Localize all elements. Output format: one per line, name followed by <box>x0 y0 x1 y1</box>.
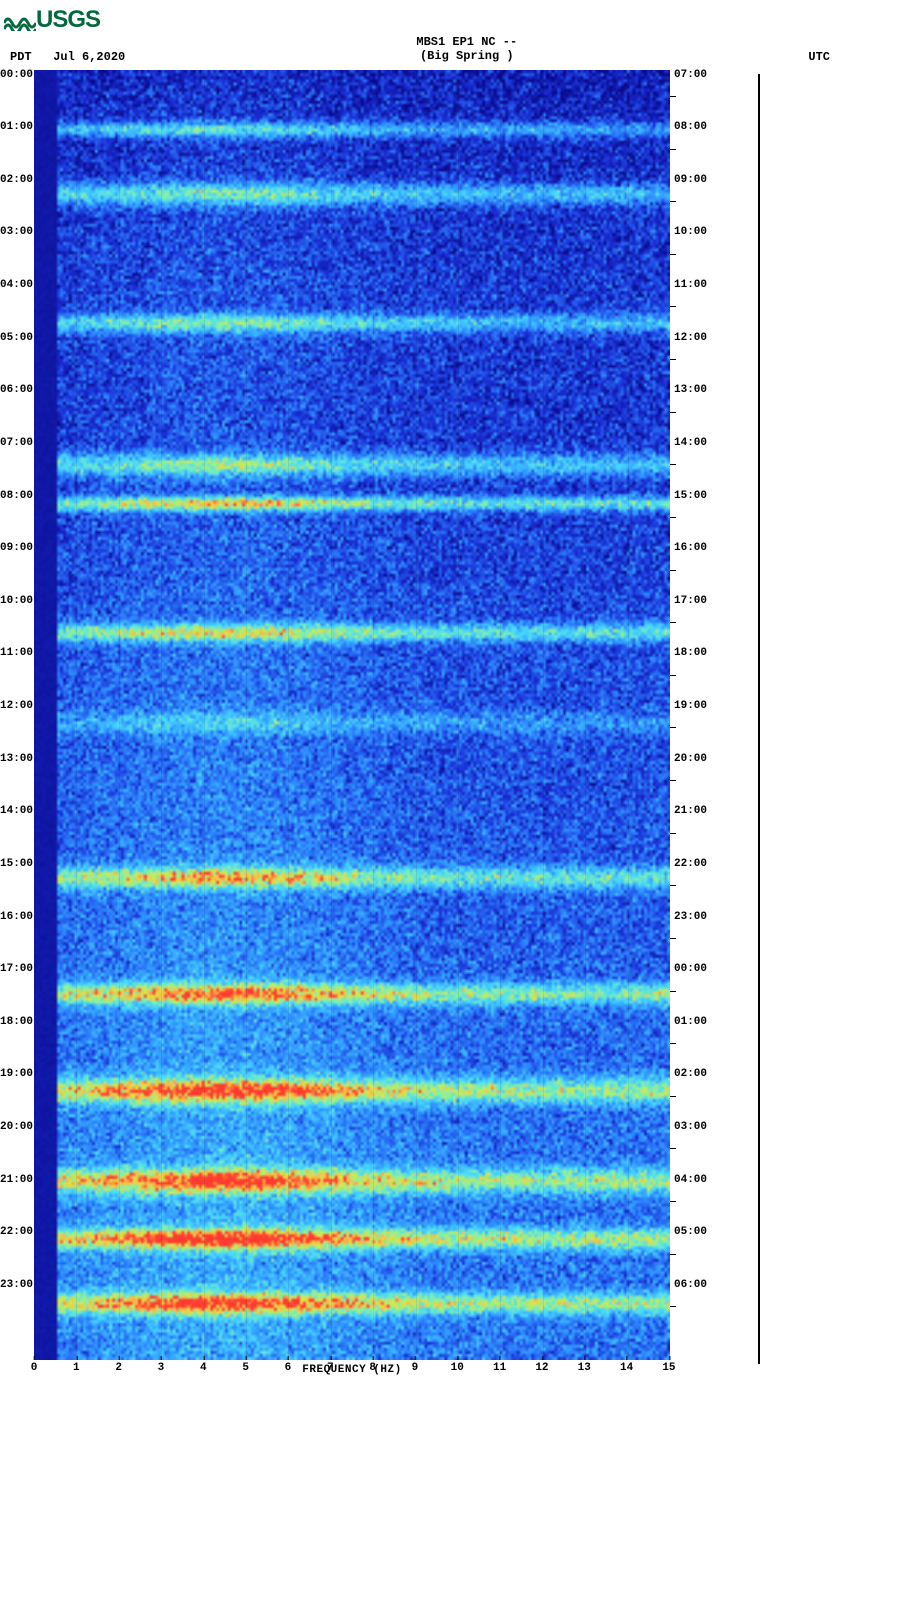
y-left-tick: 05:00 <box>0 333 32 386</box>
y-axis-right-utc: 07:0008:0009:0010:0011:0012:0013:0014:00… <box>670 70 712 1360</box>
tz-left-label: PDT <box>10 50 32 64</box>
x-axis-ticks: 0123456789101112131415 <box>34 1360 670 1362</box>
y-right-tick: 23:00 <box>674 912 712 965</box>
y-right-tick: 16:00 <box>674 543 712 596</box>
side-marker-bar <box>758 74 760 1364</box>
y-right-tick: 20:00 <box>674 754 712 807</box>
y-left-tick: 23:00 <box>0 1280 32 1333</box>
x-tick-label: 13 <box>578 1362 591 1374</box>
page-header: USGS <box>0 0 902 36</box>
y-right-tick: 21:00 <box>674 806 712 859</box>
y-axis-left-pdt: 00:0001:0002:0003:0004:0005:0006:0007:00… <box>0 70 34 1360</box>
y-left-tick: 13:00 <box>0 754 32 807</box>
usgs-wave-icon <box>4 9 36 31</box>
x-tick-label: 12 <box>535 1362 548 1374</box>
station-line-1: MBS1 EP1 NC -- <box>416 36 517 50</box>
y-right-tick: 02:00 <box>674 1069 712 1122</box>
y-left-tick: 18:00 <box>0 1017 32 1070</box>
x-tick-label: 5 <box>242 1362 249 1374</box>
y-left-tick: 08:00 <box>0 491 32 544</box>
spectrogram-plot <box>34 70 670 1360</box>
y-left-tick: 01:00 <box>0 122 32 175</box>
y-right-tick: 17:00 <box>674 596 712 649</box>
y-right-tick: 15:00 <box>674 491 712 544</box>
y-right-tick: 12:00 <box>674 333 712 386</box>
x-tick-label: 9 <box>412 1362 419 1374</box>
y-right-tick: 07:00 <box>674 70 712 123</box>
x-axis-label: FREQUENCY (HZ) <box>34 1364 670 1376</box>
y-left-tick: 09:00 <box>0 543 32 596</box>
y-left-tick: 15:00 <box>0 859 32 912</box>
y-right-tick: 18:00 <box>674 648 712 701</box>
tz-right-label: UTC <box>808 50 830 64</box>
station-line-2: (Big Spring ) <box>416 50 517 64</box>
x-tick-label: 4 <box>200 1362 207 1374</box>
spectrogram-canvas <box>34 70 670 1360</box>
y-right-tick: 09:00 <box>674 175 712 228</box>
y-right-tick: 19:00 <box>674 701 712 754</box>
date-label: Jul 6,2020 <box>53 50 125 64</box>
y-right-tick: 03:00 <box>674 1122 712 1175</box>
y-right-tick: 10:00 <box>674 227 712 280</box>
y-left-tick: 14:00 <box>0 806 32 859</box>
x-tick-label: 10 <box>451 1362 464 1374</box>
y-left-tick: 12:00 <box>0 701 32 754</box>
y-right-tick: 04:00 <box>674 1175 712 1228</box>
y-left-tick: 21:00 <box>0 1175 32 1228</box>
x-tick-label: 15 <box>662 1362 675 1374</box>
x-tick-label: 1 <box>73 1362 80 1374</box>
y-right-tick: 01:00 <box>674 1017 712 1070</box>
x-tick-label: 2 <box>115 1362 122 1374</box>
chart-row: 00:0001:0002:0003:0004:0005:0006:0007:00… <box>0 70 902 1376</box>
x-tick-label: 14 <box>620 1362 633 1374</box>
y-left-tick: 11:00 <box>0 648 32 701</box>
chart-wrap: 00:0001:0002:0003:0004:0005:0006:0007:00… <box>0 70 712 1376</box>
y-right-tick: 00:00 <box>674 964 712 1017</box>
usgs-logo-text: USGS <box>36 6 100 34</box>
meta-center: MBS1 EP1 NC -- (Big Spring ) <box>416 36 517 64</box>
y-left-tick: 16:00 <box>0 912 32 965</box>
y-right-tick: 05:00 <box>674 1227 712 1280</box>
y-right-tick: 22:00 <box>674 859 712 912</box>
x-tick-label: 6 <box>285 1362 292 1374</box>
y-left-tick: 04:00 <box>0 280 32 333</box>
x-tick-label: 11 <box>493 1362 506 1374</box>
y-right-tick: 13:00 <box>674 385 712 438</box>
x-tick-label: 8 <box>369 1362 376 1374</box>
y-left-tick: 07:00 <box>0 438 32 491</box>
y-left-tick: 02:00 <box>0 175 32 228</box>
y-right-tick: 06:00 <box>674 1280 712 1333</box>
y-right-tick: 11:00 <box>674 280 712 333</box>
x-tick-label: 3 <box>158 1362 165 1374</box>
y-left-tick: 19:00 <box>0 1069 32 1122</box>
x-tick-label: 7 <box>327 1362 334 1374</box>
y-left-tick: 17:00 <box>0 964 32 1017</box>
y-left-tick: 06:00 <box>0 385 32 438</box>
y-left-tick: 22:00 <box>0 1227 32 1280</box>
chart-meta-row: PDT Jul 6,2020 MBS1 EP1 NC -- (Big Sprin… <box>0 36 902 70</box>
y-right-tick: 14:00 <box>674 438 712 491</box>
y-left-tick: 03:00 <box>0 227 32 280</box>
y-left-tick: 20:00 <box>0 1122 32 1175</box>
y-right-tick: 08:00 <box>674 122 712 175</box>
y-left-tick: 10:00 <box>0 596 32 649</box>
meta-left: PDT Jul 6,2020 <box>10 50 125 64</box>
plot-column: 0123456789101112131415 FREQUENCY (HZ) <box>34 70 670 1376</box>
y-left-tick: 00:00 <box>0 70 32 123</box>
x-tick-label: 0 <box>31 1362 38 1374</box>
